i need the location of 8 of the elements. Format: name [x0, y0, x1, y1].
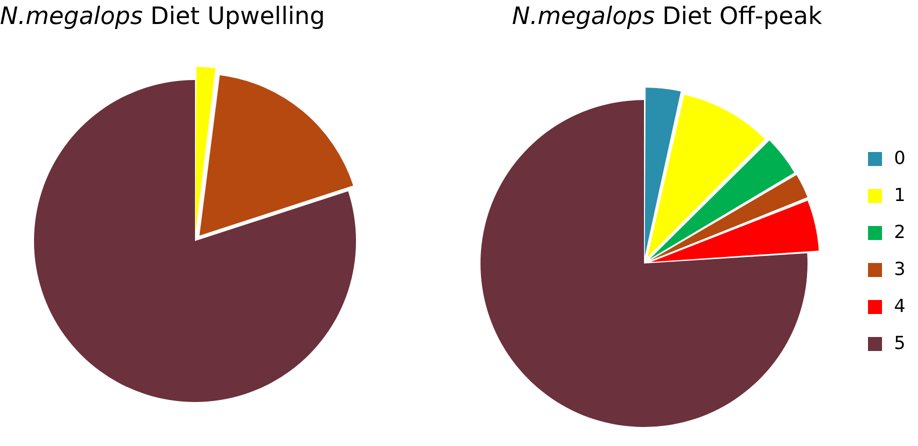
chart-title: N.megalops Diet Off-peak: [512, 2, 822, 30]
legend-label: 1: [894, 185, 906, 206]
legend-label: 4: [894, 296, 906, 317]
legend-label: 3: [894, 259, 906, 280]
legend-label: 0: [894, 148, 906, 169]
legend-label: 2: [894, 222, 906, 243]
chart-title: N.megalops Diet Upwelling: [0, 2, 325, 30]
legend-label: 5: [894, 333, 906, 354]
